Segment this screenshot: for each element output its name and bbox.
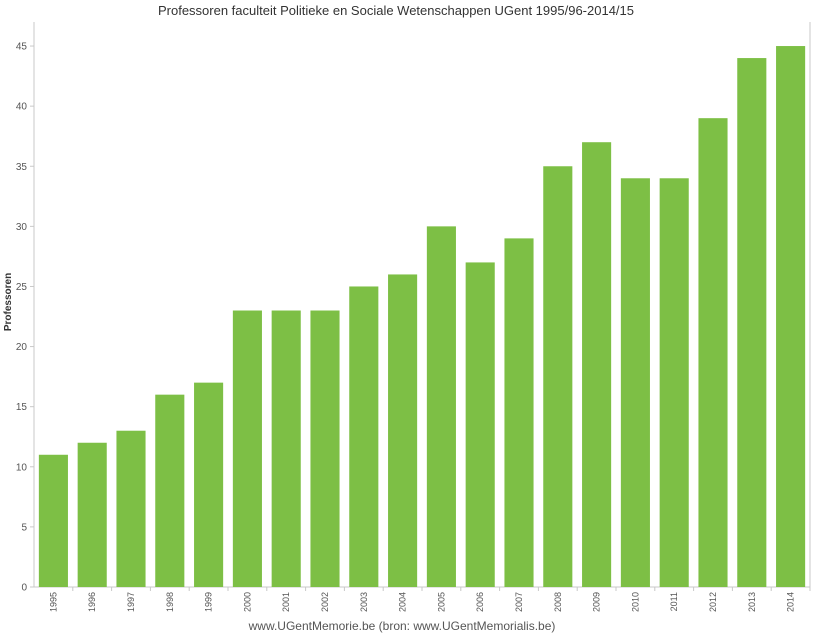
y-tick-label: 0 bbox=[21, 583, 27, 594]
x-tick-label: 1996 bbox=[87, 592, 97, 612]
x-tick-label: 2012 bbox=[708, 592, 718, 612]
bar-2010 bbox=[620, 178, 650, 587]
plot-area: 0 5 10 15 20 25 30 35 40 45 1995 1996 1997 1998 1999 20… bbox=[16, 22, 811, 612]
x-tick-label: 2010 bbox=[630, 592, 640, 612]
x-tick-label: 1995 bbox=[48, 592, 58, 612]
x-tick-label: 2006 bbox=[475, 592, 485, 612]
bar-2000 bbox=[232, 310, 262, 587]
y-tick-label: 10 bbox=[16, 462, 28, 473]
bar-1997 bbox=[116, 430, 146, 587]
footer-source: www.UGentMemorie.be (bron: www.UGentMemo… bbox=[248, 619, 556, 633]
bar-2013 bbox=[737, 58, 767, 587]
x-tick-label: 2014 bbox=[786, 592, 796, 612]
bar-1998 bbox=[155, 394, 185, 587]
x-tick-label: 2003 bbox=[359, 592, 369, 612]
y-axis-label: Professoren bbox=[3, 273, 14, 331]
x-tick-label: 1997 bbox=[126, 592, 136, 612]
x-tick-label: 2001 bbox=[281, 592, 291, 612]
bar-2006 bbox=[465, 262, 495, 587]
bar-2008 bbox=[543, 166, 573, 588]
y-tick-label: 25 bbox=[16, 282, 28, 293]
x-tick-label: 2013 bbox=[747, 592, 757, 612]
y-tick-label: 5 bbox=[21, 522, 27, 533]
x-tick-label: 2000 bbox=[242, 592, 252, 612]
x-tick-label: 1998 bbox=[165, 592, 175, 612]
bar-2009 bbox=[582, 142, 612, 587]
x-tick-label: 1999 bbox=[204, 592, 214, 612]
y-tick-label: 30 bbox=[16, 222, 28, 233]
bar-2011 bbox=[659, 178, 689, 587]
bar-2001 bbox=[271, 310, 301, 587]
bar-2007 bbox=[504, 238, 534, 587]
bar-1996 bbox=[77, 442, 107, 587]
y-tick-label: 45 bbox=[16, 42, 28, 53]
bar-2005 bbox=[426, 226, 456, 588]
bar-2002 bbox=[310, 310, 340, 587]
bar-2004 bbox=[388, 274, 418, 587]
bar-2012 bbox=[698, 118, 728, 587]
y-tick-label: 35 bbox=[16, 162, 28, 173]
bar-1995 bbox=[38, 454, 68, 587]
x-tick-label: 2002 bbox=[320, 592, 330, 612]
x-tick-label: 2005 bbox=[436, 592, 446, 612]
y-tick-label: 20 bbox=[16, 342, 28, 353]
y-tick-label: 40 bbox=[16, 102, 28, 113]
chart-title: Professoren faculteit Politieke en Socia… bbox=[158, 3, 634, 18]
bar-2003 bbox=[349, 286, 379, 587]
x-tick-label: 2004 bbox=[398, 592, 408, 612]
bar-1999 bbox=[194, 382, 224, 587]
x-tick-label: 2007 bbox=[514, 592, 524, 612]
x-tick-label: 2009 bbox=[592, 592, 602, 612]
x-tick-label: 2008 bbox=[553, 592, 563, 612]
x-tick-label: 2011 bbox=[669, 592, 679, 611]
y-tick-label: 15 bbox=[16, 402, 28, 413]
bar-2014 bbox=[776, 46, 806, 588]
